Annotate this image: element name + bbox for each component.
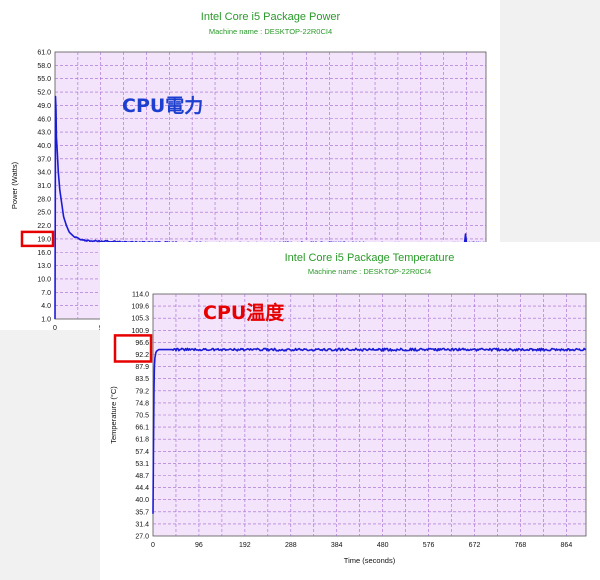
temp-x-tick-label: 576: [423, 542, 435, 549]
temp-x-axis-label: Time (seconds): [344, 556, 396, 565]
temp-y-tick-label: 48.7: [135, 473, 149, 480]
power-y-tick-label: 1.0: [41, 317, 51, 324]
temp-x-tick-label: 480: [377, 542, 389, 549]
power-chart-title: Intel Core i5 Package Power: [201, 11, 341, 23]
temp-y-tick-label: 66.1: [135, 425, 149, 432]
power-y-tick-label: 31.0: [37, 183, 51, 190]
temp-y-axis-label: Temperature (°C): [109, 386, 118, 444]
temp-y-tick-label: 53.1: [135, 461, 149, 468]
power-callout-label: CPU電力: [122, 94, 203, 117]
power-y-tick-label: 28.0: [37, 196, 51, 203]
power-y-tick-label: 22.0: [37, 223, 51, 230]
power-y-axis-label: Power (Watts): [10, 161, 19, 209]
power-y-tick-label: 25.0: [37, 210, 51, 217]
power-chart-subtitle: Machine name : DESKTOP-22R0CI4: [209, 27, 332, 36]
temp-y-tick-label: 79.2: [135, 388, 149, 395]
temp-y-tick-label: 35.7: [135, 509, 149, 516]
temp-y-tick-label: 96.6: [135, 340, 149, 347]
power-y-tick-label: 52.0: [37, 90, 51, 97]
temp-chart-title: Intel Core i5 Package Temperature: [285, 252, 455, 264]
power-highlight-box: [20, 230, 55, 248]
power-y-tick-label: 43.0: [37, 130, 51, 137]
temp-x-tick-label: 288: [285, 542, 297, 549]
power-y-tick-label: 40.0: [37, 143, 51, 150]
temp-x-tick-label: 0: [151, 542, 155, 549]
temp-highlight-box: [113, 334, 153, 363]
temp-callout-label: CPU温度: [203, 301, 285, 324]
temp-y-tick-label: 105.3: [131, 316, 149, 323]
temp-series-line: [152, 347, 587, 514]
power-y-tick-label: 7.0: [41, 290, 51, 297]
power-y-tick-label: 19.0: [37, 236, 51, 243]
temp-y-tick-label: 61.8: [135, 437, 149, 444]
power-y-tick-label: 49.0: [37, 103, 51, 110]
temp-x-tick-label: 384: [331, 542, 343, 549]
temp-y-tick-label: 27.0: [135, 534, 149, 541]
power-y-tick-label: 37.0: [37, 156, 51, 163]
power-y-tick-label: 46.0: [37, 116, 51, 123]
temp-x-tick-label: 768: [515, 542, 527, 549]
temp-y-tick-label: 31.4: [135, 521, 149, 528]
temp-y-tick-label: 100.9: [131, 328, 149, 335]
temp-y-tick-label: 92.2: [135, 352, 149, 359]
temp-x-tick-label: 672: [469, 542, 481, 549]
temperature-chart: Intel Core i5 Package Temperature Machine…: [109, 252, 587, 565]
power-y-tick-label: 55.0: [37, 76, 51, 83]
temp-x-tick-label: 96: [195, 542, 203, 549]
power-x-tick-label: 0: [53, 325, 57, 332]
temp-y-tick-label: 70.5: [135, 413, 149, 420]
power-y-tick-label: 16.0: [37, 250, 51, 257]
power-y-tick-label: 4.0: [41, 303, 51, 310]
temp-y-tick-label: 57.4: [135, 449, 149, 456]
power-y-tick-label: 61.0: [37, 50, 51, 57]
temp-x-tick-label: 192: [239, 542, 251, 549]
temp-y-tick-label: 44.4: [135, 485, 149, 492]
power-y-tick-label: 34.0: [37, 170, 51, 177]
power-y-tick-label: 10.0: [37, 276, 51, 283]
power-y-tick-label: 13.0: [37, 263, 51, 270]
temp-chart-subtitle: Machine name : DESKTOP-22R0CI4: [308, 267, 431, 276]
temp-y-tick-label: 87.9: [135, 364, 149, 371]
temperature-chart-panel: Intel Core i5 Package Temperature Machine…: [100, 242, 600, 580]
temp-y-tick-label: 74.8: [135, 400, 149, 407]
power-chart-panel: Intel Core i5 Package Power Machine name …: [0, 0, 500, 332]
power-y-tick-label: 58.0: [37, 63, 51, 70]
temp-x-tick-label: 864: [561, 542, 573, 549]
temp-y-tick-label: 109.6: [131, 304, 149, 311]
temp-y-tick-label: 40.0: [135, 497, 149, 504]
temp-y-tick-label: 114.0: [132, 292, 149, 299]
temp-y-tick-label: 83.5: [135, 376, 149, 383]
